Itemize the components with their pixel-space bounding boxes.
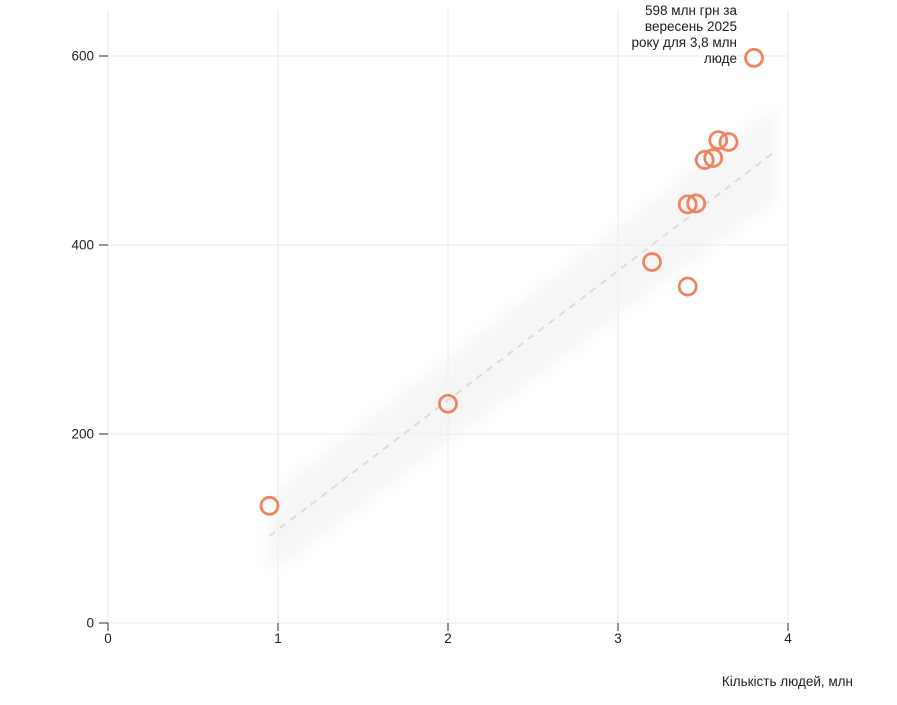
data-point[interactable]	[677, 276, 698, 297]
y-tick-label: 600	[71, 49, 94, 64]
data-point[interactable]	[694, 150, 715, 170]
data-point[interactable]	[677, 194, 698, 215]
annotation-line: вересень 2025	[644, 19, 737, 34]
data-point[interactable]	[642, 252, 662, 272]
x-tick-label: 1	[274, 631, 282, 646]
data-point[interactable]	[744, 47, 764, 68]
data-point[interactable]	[708, 130, 729, 151]
annotation-line: року для 3,8 млн	[631, 35, 737, 50]
y-tick-label: 0	[86, 616, 94, 631]
confidence-band	[269, 105, 777, 575]
x-tick-label: 2	[444, 631, 452, 646]
data-point[interactable]	[686, 193, 707, 214]
annotation-line: 598 млн грн за	[645, 3, 737, 18]
x-tick-label: 4	[784, 631, 792, 646]
data-point[interactable]	[718, 132, 739, 152]
x-tick-label: 3	[614, 631, 622, 646]
y-tick-label: 400	[71, 238, 94, 253]
annotation-line: люде	[703, 51, 737, 66]
x-axis-label: Кількість людей, млн	[721, 674, 853, 689]
data-point[interactable]	[259, 495, 280, 516]
x-tick-label: 0	[104, 631, 112, 646]
point-annotation: 598 млн грн за вересень 2025 року для 3,8 …	[631, 3, 737, 67]
trend-line	[268, 149, 777, 537]
data-point[interactable]	[703, 148, 724, 168]
data-point[interactable]	[438, 393, 458, 414]
y-tick-label: 200	[71, 427, 94, 442]
